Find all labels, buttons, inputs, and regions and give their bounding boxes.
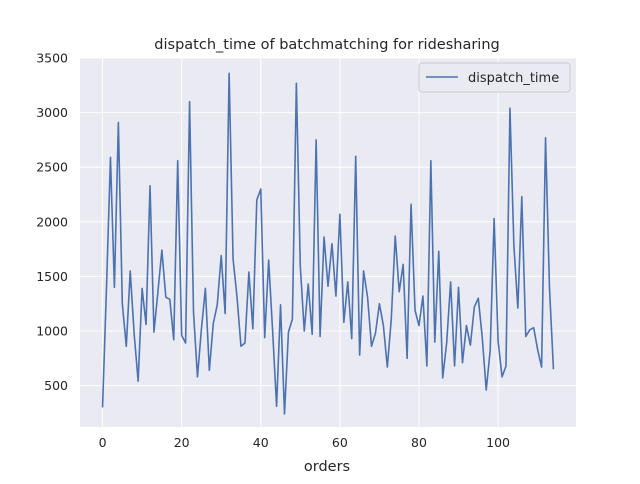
- x-tick-label: 100: [486, 435, 510, 450]
- x-axis-label: orders: [304, 459, 350, 475]
- y-tick-label: 3000: [36, 105, 68, 120]
- y-tick-label: 2500: [36, 160, 68, 175]
- x-tick-label: 60: [332, 435, 348, 450]
- tick-labels: 0 20 40 60 80 100 500 1000 1500 2000 2500 3000 3500: [36, 51, 510, 451]
- series-layer: [101, 72, 555, 415]
- y-tick-label: 2000: [36, 214, 68, 229]
- y-tick-label: 500: [44, 378, 68, 393]
- y-tick-label: 1000: [36, 324, 68, 339]
- legend: dispatch_time: [418, 62, 571, 93]
- x-tick-label: 20: [174, 435, 190, 450]
- x-tick-label: 40: [253, 435, 269, 450]
- series-line-dispatch-time: [101, 72, 555, 415]
- y-tick-label: 1500: [36, 269, 68, 284]
- legend-box: [418, 62, 571, 93]
- y-tick-label: 3500: [36, 51, 68, 66]
- legend-label: dispatch_time: [468, 71, 559, 86]
- x-tick-label: 80: [411, 435, 427, 450]
- chart-title: dispatch_time of batchmatching for rides…: [154, 37, 499, 53]
- x-tick-label: 0: [99, 435, 107, 450]
